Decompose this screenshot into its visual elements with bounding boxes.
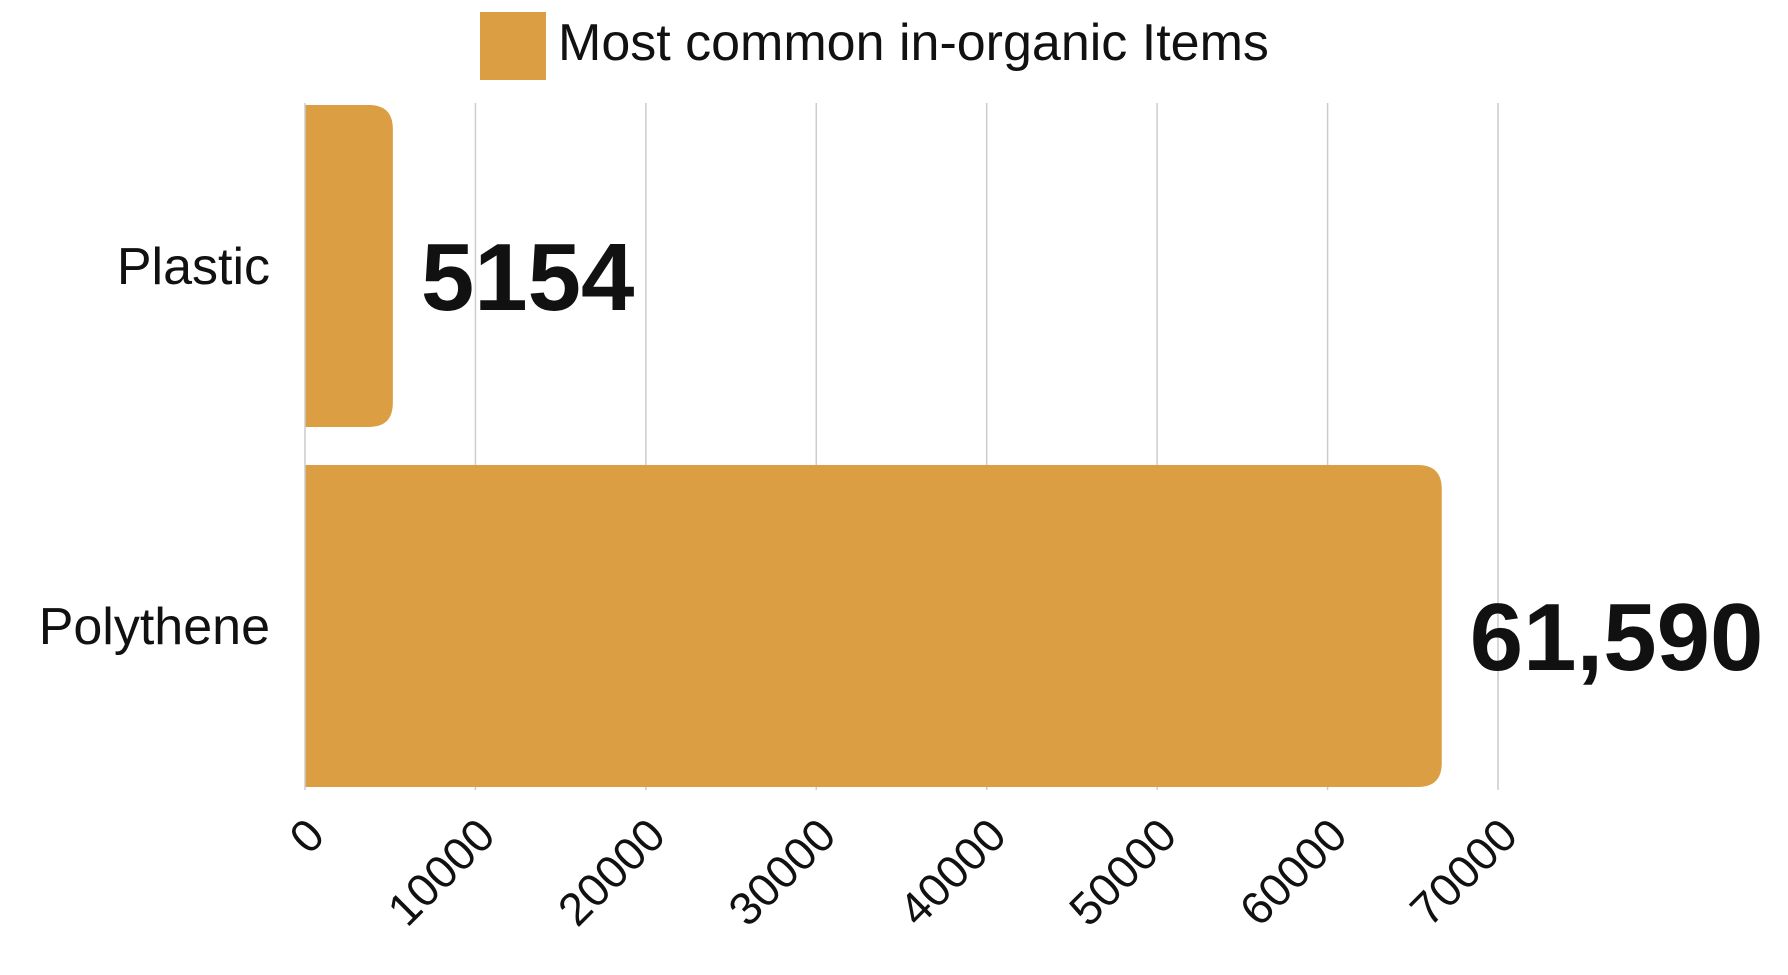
x-tick-label: 60000 xyxy=(1229,808,1356,935)
legend-swatch xyxy=(480,12,546,80)
x-tick-label: 30000 xyxy=(718,808,845,935)
x-tick-label: 10000 xyxy=(377,808,504,935)
data-label: 5154 xyxy=(421,224,635,331)
x-tick-label: 50000 xyxy=(1059,808,1186,935)
data-label: 61,590 xyxy=(1470,584,1764,691)
legend: Most common in-organic Items xyxy=(480,12,1269,80)
bar-plastic xyxy=(305,105,393,427)
data-labels: 5154 61,590 xyxy=(421,224,1764,691)
grid-lines xyxy=(474,103,1499,790)
bars xyxy=(305,105,1442,787)
x-tick-label: 20000 xyxy=(548,808,675,935)
bar-polythene xyxy=(305,465,1442,787)
x-tick-label: 0 xyxy=(279,808,334,863)
legend-label: Most common in-organic Items xyxy=(558,14,1269,72)
x-axis-tick-labels: 0 10000 20000 30000 40000 50000 60000 70000 xyxy=(279,808,1527,935)
x-tick-label: 70000 xyxy=(1400,808,1527,935)
category-label: Plastic xyxy=(117,238,270,296)
x-tick-label: 40000 xyxy=(889,808,1016,935)
category-labels: Plastic Polythene xyxy=(39,238,270,656)
category-label: Polythene xyxy=(39,598,270,656)
